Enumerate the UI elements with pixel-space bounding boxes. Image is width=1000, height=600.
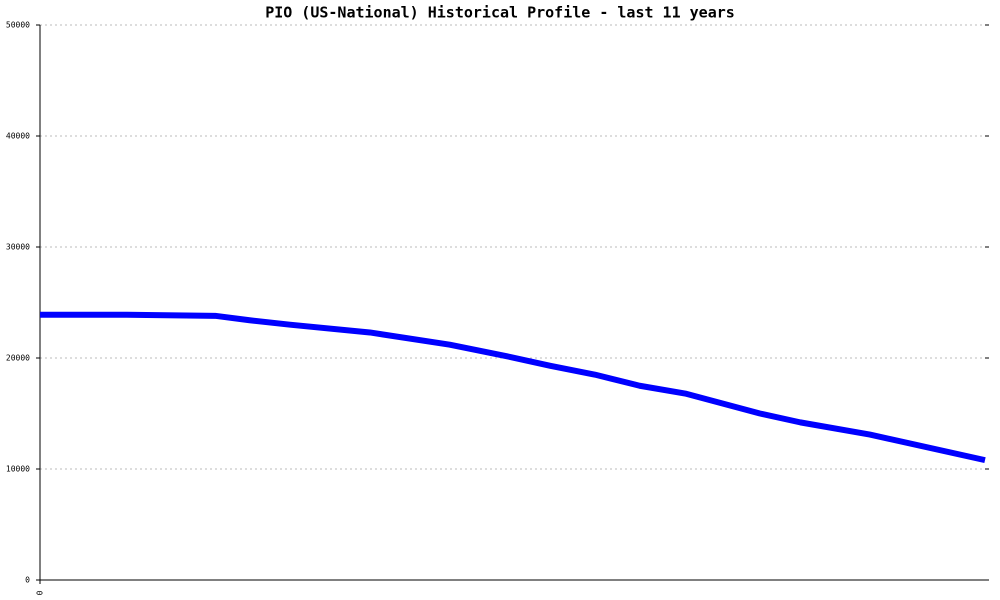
line [40,311,986,464]
x-tick-label: 0 [36,590,45,595]
y-tick-label: 50000 [6,21,30,30]
y-tick-label: 10000 [6,465,30,474]
y-tick-label: 20000 [6,354,30,363]
chart-title: PIO (US-National) Historical Profile - l… [265,4,735,22]
y-tick-label: 0 [25,576,30,585]
y-tick-label: 30000 [6,243,30,252]
y-tick-label: 40000 [6,132,30,141]
